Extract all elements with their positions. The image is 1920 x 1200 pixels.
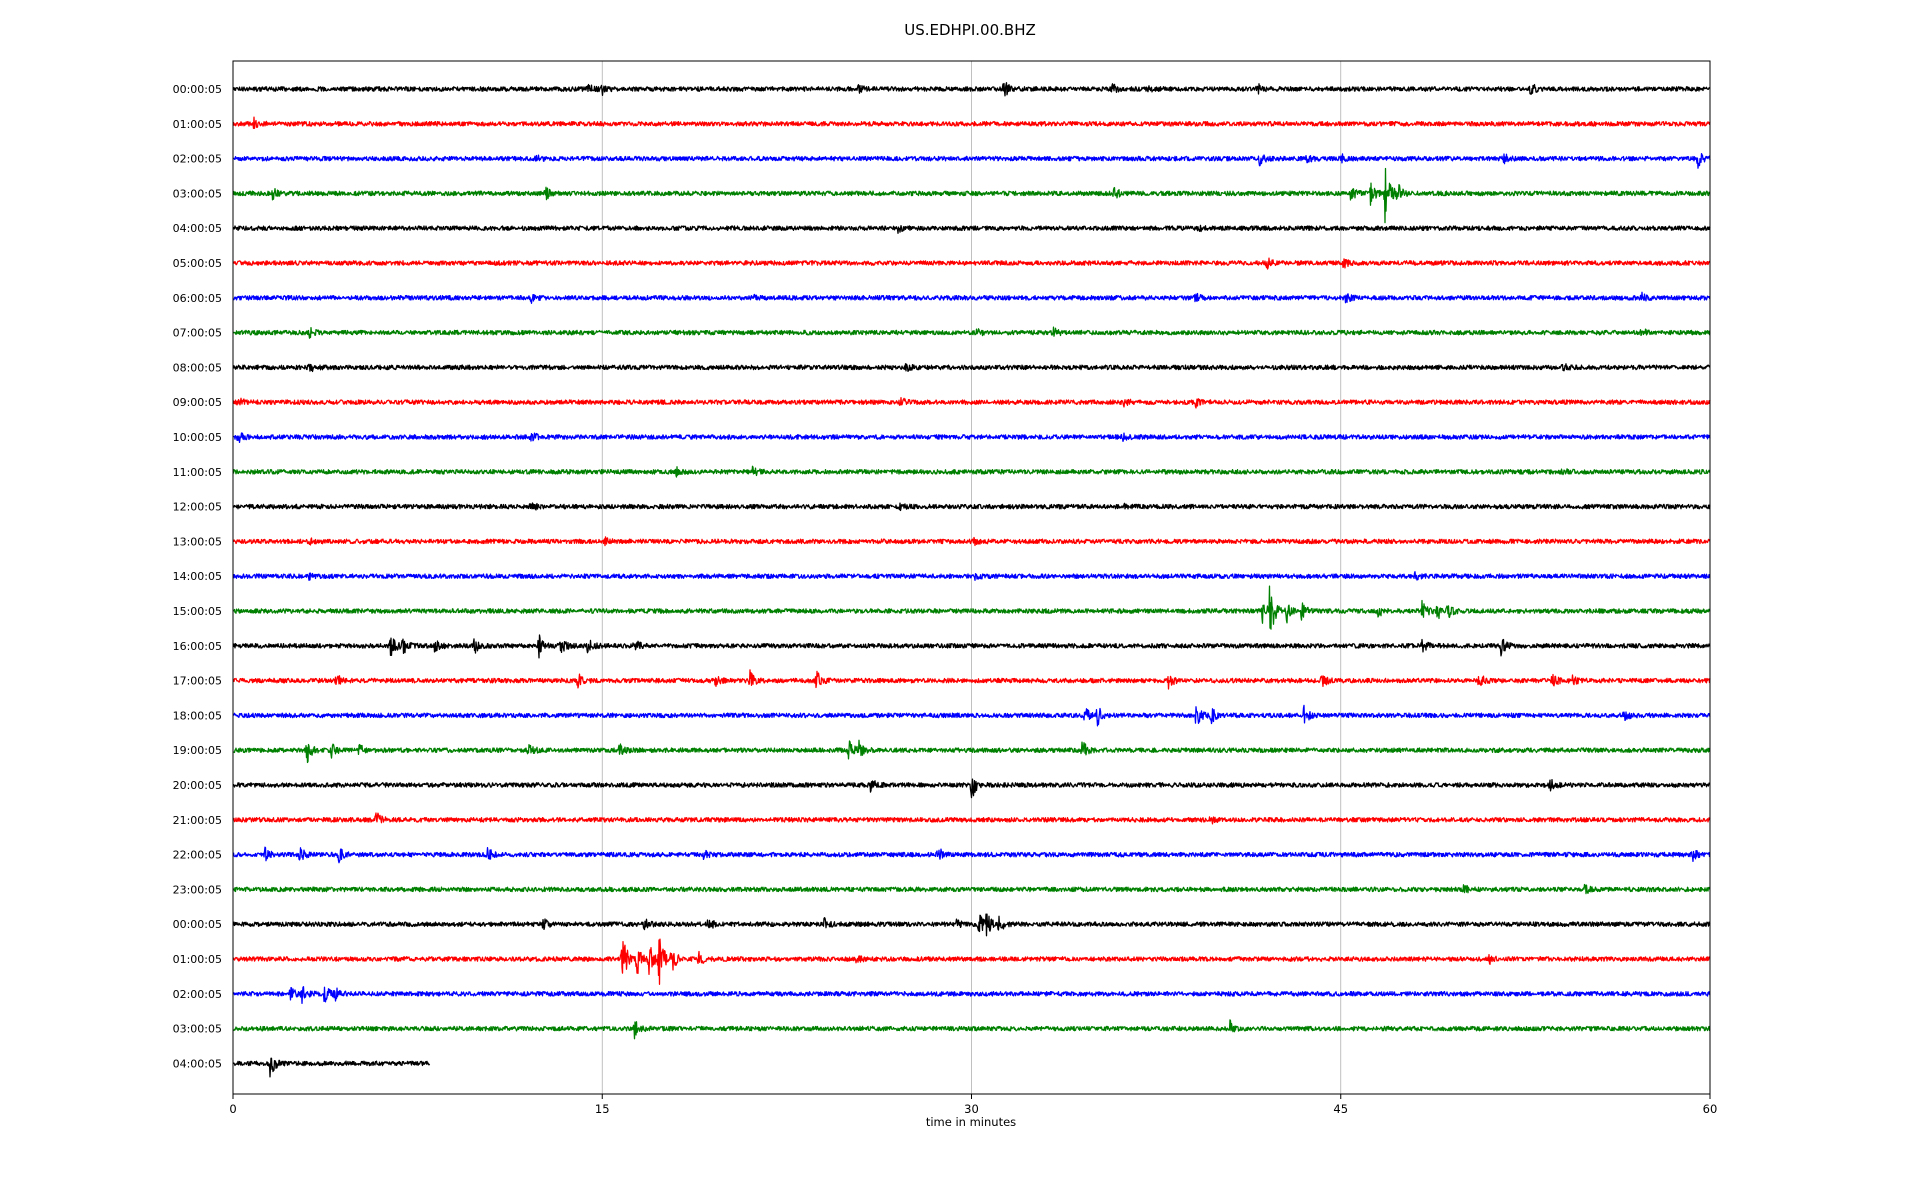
trace-row-10 [233,432,1711,444]
x-tick-label-0: 0 [229,1102,236,1116]
y-tick-label-18: 18:00:05 [173,709,222,722]
trace-row-5 [232,257,1711,270]
y-tick-label-28: 04:00:05 [173,1057,222,1070]
trace-row-8 [232,363,1711,373]
y-tick-label-0: 00:00:05 [173,83,222,96]
y-tick-label-5: 05:00:05 [173,257,222,270]
trace-row-2 [233,152,1711,169]
trace-row-27 [233,1019,1711,1040]
y-tick-label-22: 22:00:05 [173,849,222,862]
y-tick-label-8: 08:00:05 [173,361,222,374]
trace-row-11 [232,465,1711,478]
trace-row-17 [232,669,1711,690]
trace-row-25 [232,938,1711,985]
x-tick-label-45: 45 [1333,1102,1348,1116]
trace-row-1 [232,116,1711,130]
y-tick-label-16: 16:00:05 [173,640,222,653]
y-tick-label-6: 06:00:05 [173,292,222,305]
trace-row-18 [232,704,1711,727]
y-tick-label-24: 00:00:05 [173,918,222,931]
trace-row-16 [232,634,1711,659]
y-tick-label-11: 11:00:05 [173,466,222,479]
x-tick-label-60: 60 [1703,1102,1718,1116]
y-tick-label-23: 23:00:05 [173,883,222,896]
chart-title: US.EDHPI.00.BHZ [904,21,1036,39]
y-tick-label-25: 01:00:05 [173,953,222,966]
y-tick-label-20: 20:00:05 [173,779,222,792]
trace-row-7 [232,326,1711,339]
x-axis-ticks: 0 15 30 45 60 [229,1094,1717,1116]
trace-row-9 [232,397,1711,409]
trace-row-21 [232,812,1711,825]
trace-row-20 [232,778,1711,799]
y-tick-label-4: 04:00:05 [173,222,222,235]
trace-row-15 [233,585,1711,630]
y-tick-label-27: 03:00:05 [173,1023,222,1036]
x-tick-label-30: 30 [964,1102,979,1116]
trace-row-28 [232,1057,431,1078]
trace-row-19 [233,739,1711,764]
y-tick-label-15: 15:00:05 [173,605,222,618]
trace-row-4 [232,224,1711,234]
trace-row-12 [232,502,1711,512]
trace-row-26 [232,986,1711,1004]
y-tick-label-26: 02:00:05 [173,988,222,1001]
trace-row-24 [232,913,1711,937]
trace-row-6 [233,291,1711,304]
y-tick-label-9: 09:00:05 [173,396,222,409]
y-tick-labels: 00:00:05 01:00:05 02:00:05 03:00:05 04:00:05… [173,83,222,1070]
trace-row-14 [232,571,1711,581]
y-tick-label-12: 12:00:05 [173,501,222,514]
x-tick-label-15: 15 [595,1102,610,1116]
trace-row-3 [232,167,1711,224]
y-tick-label-14: 14:00:05 [173,570,222,583]
y-tick-label-17: 17:00:05 [173,675,222,688]
y-tick-label-19: 19:00:05 [173,744,222,757]
y-tick-label-21: 21:00:05 [173,814,222,827]
trace-row-22 [232,846,1711,864]
trace-group [232,82,1711,1078]
trace-row-13 [232,536,1711,547]
y-tick-label-7: 07:00:05 [173,327,222,340]
y-tick-label-10: 10:00:05 [173,431,222,444]
y-tick-label-1: 01:00:05 [173,118,222,131]
trace-row-23 [233,883,1711,895]
y-tick-label-2: 02:00:05 [173,153,222,166]
y-tick-label-3: 03:00:05 [173,187,222,200]
trace-row-0 [232,82,1711,97]
y-tick-label-13: 13:00:05 [173,535,222,548]
x-axis-label: time in minutes [926,1115,1016,1129]
